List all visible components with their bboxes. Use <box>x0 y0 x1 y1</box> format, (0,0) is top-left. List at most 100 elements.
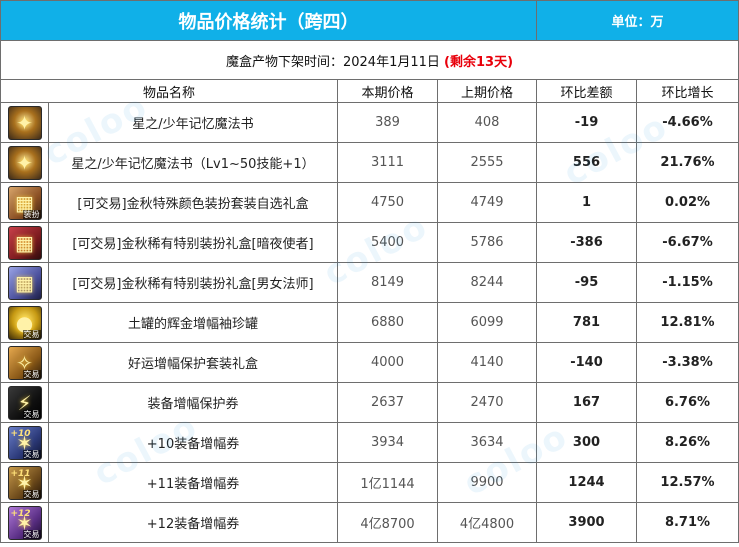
trade-tag: 交易 <box>22 489 41 499</box>
item-glyph: ✦ <box>16 150 33 175</box>
item-glyph: ✶ <box>16 470 33 495</box>
item-glyph: ✦ <box>16 110 33 135</box>
item-glyph: ✶ <box>16 510 33 535</box>
growth-rate: 8.26% <box>635 422 739 463</box>
item-name: +11装备增幅券 <box>48 462 338 503</box>
table-row: ▦ [可交易]金秋稀有特别装扮礼盒[男女法师] 8149 8244 -95 -1.15% <box>0 262 739 303</box>
growth-rate: 12.57% <box>635 462 739 503</box>
price-diff: 1244 <box>536 462 637 503</box>
previous-price: 5786 <box>437 222 537 263</box>
current-price: 3111 <box>337 142 438 183</box>
protect-ticket-icon: ⚡ 交易 <box>7 385 42 420</box>
previous-price: 6099 <box>437 302 537 343</box>
level-tag: +11 <box>10 468 31 479</box>
level-tag: +10 <box>10 428 31 439</box>
price-diff: -19 <box>536 102 637 143</box>
item-icon-cell: ▦ 装扮 <box>0 182 49 223</box>
growth-rate: -3.38% <box>635 342 739 383</box>
red-gift-box-icon: ▦ <box>7 225 42 260</box>
table-row: ✶ +12 交易 +12装备增幅券 4亿8700 4亿4800 3900 8.71% <box>0 502 739 543</box>
item-icon-cell: ✧ 交易 <box>0 342 49 383</box>
item-icon-cell: ⚡ 交易 <box>0 382 49 423</box>
lucky-box-icon: ✧ 交易 <box>7 345 42 380</box>
price-diff: -95 <box>536 262 637 303</box>
item-name: [可交易]金秋稀有特别装扮礼盒[男女法师] <box>48 262 338 303</box>
item-icon-cell: ✦ <box>0 142 49 183</box>
growth-rate: -6.67% <box>635 222 739 263</box>
current-price: 8149 <box>337 262 438 303</box>
item-name: [可交易]金秋特殊颜色装扮套装自选礼盒 <box>48 182 338 223</box>
item-name: [可交易]金秋稀有特别装扮礼盒[暗夜使者] <box>48 222 338 263</box>
subtitle-cell: 魔盒产物下架时间：2024年1月11日 (剩余13天) <box>0 40 739 80</box>
trade-tag: 交易 <box>22 369 41 379</box>
item-name: 土罐的辉金增幅袖珍罐 <box>48 302 338 343</box>
trade-tag: 交易 <box>22 409 41 419</box>
previous-price: 4140 <box>437 342 537 383</box>
table-row: ✦ 星之/少年记忆魔法书（Lv1~50技能+1） 3111 2555 556 21.76% <box>0 142 739 183</box>
price-diff: 3900 <box>536 502 637 543</box>
item-name: +10装备增幅券 <box>48 422 338 463</box>
price-diff: 781 <box>536 302 637 343</box>
header-growth: 环比增长 <box>635 79 739 103</box>
item-glyph: ▦ <box>15 230 34 255</box>
growth-rate: -1.15% <box>635 262 739 303</box>
price-diff: -140 <box>536 342 637 383</box>
trade-tag: 交易 <box>22 529 41 539</box>
title-row: 物品价格统计（跨四） 单位：万 <box>0 0 739 41</box>
trade-tag: 装扮 <box>22 209 41 219</box>
previous-price: 2470 <box>437 382 537 423</box>
blue-gift-box-icon: ▦ <box>7 265 42 300</box>
item-glyph: ▦ <box>15 190 34 215</box>
previous-price: 2555 <box>437 142 537 183</box>
golden-jar-icon: ● 交易 <box>7 305 42 340</box>
previous-price: 4亿4800 <box>437 502 537 543</box>
trade-tag: 交易 <box>22 449 41 459</box>
current-price: 1亿1144 <box>337 462 438 503</box>
magic-book-icon: ✦ <box>7 105 42 140</box>
price-diff: 167 <box>536 382 637 423</box>
item-name: 星之/少年记忆魔法书 <box>48 102 338 143</box>
growth-rate: 0.02% <box>635 182 739 223</box>
previous-price: 8244 <box>437 262 537 303</box>
previous-price: 9900 <box>437 462 537 503</box>
table-row: ✦ 星之/少年记忆魔法书 389 408 -19 -4.66% <box>0 102 739 143</box>
level-tag: +12 <box>10 508 31 519</box>
item-icon-cell: ✦ <box>0 102 49 143</box>
item-glyph: ● <box>15 310 34 335</box>
item-icon-cell: ✶ +11 交易 <box>0 462 49 503</box>
magic-book-icon: ✦ <box>7 145 42 180</box>
subtitle-row: 魔盒产物下架时间：2024年1月11日 (剩余13天) <box>0 40 739 80</box>
price-diff: -386 <box>536 222 637 263</box>
unit-label: 单位：万 <box>535 0 739 41</box>
item-glyph: ✧ <box>16 350 33 375</box>
growth-rate: 12.81% <box>635 302 739 343</box>
plus10-ticket-icon: ✶ +10 交易 <box>7 425 42 460</box>
price-diff: 556 <box>536 142 637 183</box>
plus12-ticket-icon: ✶ +12 交易 <box>7 505 42 540</box>
previous-price: 3634 <box>437 422 537 463</box>
current-price: 4000 <box>337 342 438 383</box>
item-name: 好运增幅保护套装礼盒 <box>48 342 338 383</box>
item-name: +12装备增幅券 <box>48 502 338 543</box>
costume-box-icon: ▦ 装扮 <box>7 185 42 220</box>
table-row: ✶ +10 交易 +10装备增幅券 3934 3634 300 8.26% <box>0 422 739 463</box>
table-row: ✧ 交易 好运增幅保护套装礼盒 4000 4140 -140 -3.38% <box>0 342 739 383</box>
item-icon-cell: ▦ <box>0 262 49 303</box>
trade-tag: 交易 <box>22 329 41 339</box>
item-icon-cell: ✶ +12 交易 <box>0 502 49 543</box>
table-row: ⚡ 交易 装备增幅保护券 2637 2470 167 6.76% <box>0 382 739 423</box>
header-current-price: 本期价格 <box>337 79 438 103</box>
table-row: ✶ +11 交易 +11装备增幅券 1亿1144 9900 1244 12.57% <box>0 462 739 503</box>
current-price: 6880 <box>337 302 438 343</box>
growth-rate: 21.76% <box>635 142 739 183</box>
item-name: 装备增幅保护券 <box>48 382 338 423</box>
item-glyph: ⚡ <box>17 390 32 415</box>
growth-rate: -4.66% <box>635 102 739 143</box>
current-price: 4亿8700 <box>337 502 438 543</box>
table-row: ▦ 装扮 [可交易]金秋特殊颜色装扮套装自选礼盒 4750 4749 1 0.02% <box>0 182 739 223</box>
current-price: 389 <box>337 102 438 143</box>
current-price: 2637 <box>337 382 438 423</box>
plus11-ticket-icon: ✶ +11 交易 <box>7 465 42 500</box>
item-icon-cell: ✶ +10 交易 <box>0 422 49 463</box>
header-previous-price: 上期价格 <box>437 79 537 103</box>
